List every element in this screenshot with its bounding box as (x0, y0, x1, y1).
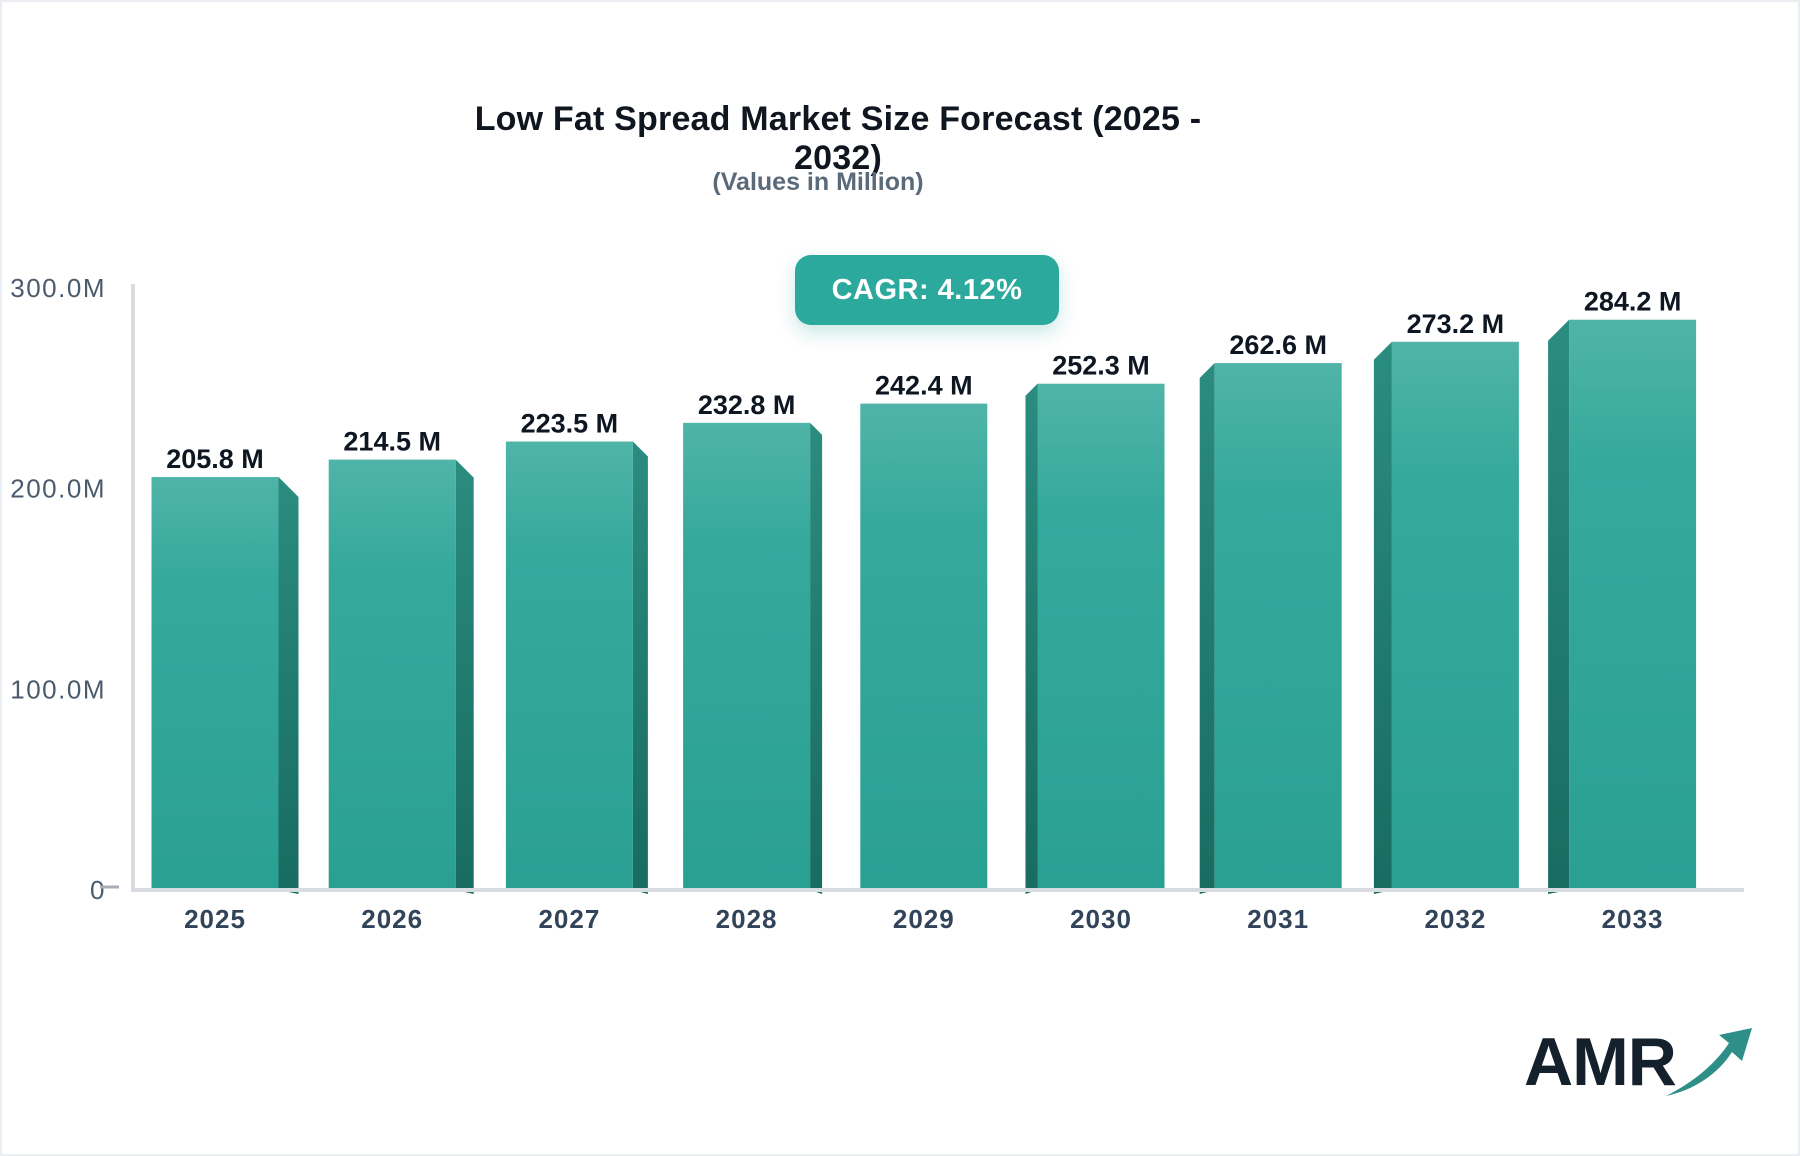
chart-subtitle: (Values in Million) (712, 168, 924, 196)
bar (505, 441, 633, 890)
x-tick-label: 2031 (1247, 904, 1309, 934)
bar (1391, 341, 1519, 890)
cagr-badge: CAGR: 4.12% (795, 255, 1059, 325)
bar-value-label: 232.8 M (698, 390, 796, 420)
bar-side-face (1548, 319, 1570, 894)
bar-value-label: 284.2 M (1584, 287, 1682, 317)
bar-value-label: 252.3 M (1052, 351, 1150, 381)
bar-value-label: 214.5 M (343, 427, 441, 457)
y-tick-label: 300.0M (10, 273, 106, 303)
amr-logo-text: AMR (1524, 1024, 1677, 1100)
x-tick-label: 2029 (893, 904, 955, 934)
bar-value-label: 242.4 M (875, 371, 973, 401)
bar-side-face (632, 441, 648, 894)
x-axis-line (131, 888, 1744, 892)
bar-value-label: 205.8 M (166, 444, 264, 474)
bar-value-label: 262.6 M (1229, 330, 1327, 360)
bar-side-face (455, 459, 474, 894)
bar (1569, 319, 1697, 890)
x-tick-label: 2026 (361, 904, 423, 934)
chart-title: Low Fat Spread Market Size Forecast (202… (474, 100, 1202, 177)
x-tick-label: 2033 (1602, 904, 1664, 934)
bar (860, 403, 988, 890)
bar-side-face (1025, 383, 1038, 894)
x-tick-label: 2028 (716, 904, 778, 934)
x-tick-label: 2030 (1070, 904, 1132, 934)
amr-logo: AMR (1524, 1024, 1752, 1118)
bar (151, 477, 279, 890)
bar-value-label: 273.2 M (1407, 309, 1505, 339)
x-tick-label: 2027 (538, 904, 600, 934)
cagr-badge-label: CAGR: 4.12% (831, 273, 1023, 306)
bar-side-face (810, 422, 823, 894)
bar (1037, 383, 1165, 890)
bar (328, 459, 456, 890)
y-tick-label: 0 (90, 875, 106, 905)
growth-arrow-icon (1666, 1028, 1752, 1096)
bar (683, 422, 811, 890)
bar (1214, 363, 1342, 891)
bar-side-face (1199, 363, 1215, 895)
x-tick-label: 2025 (184, 904, 246, 934)
y-axis-line (131, 284, 135, 892)
bar-side-face (278, 477, 299, 894)
x-tick-label: 2032 (1424, 904, 1486, 934)
bar-side-face (1373, 341, 1392, 894)
y-tick-label: 100.0M (10, 674, 106, 704)
y-tick-label: 200.0M (10, 474, 106, 504)
bar-value-label: 223.5 M (521, 409, 619, 439)
